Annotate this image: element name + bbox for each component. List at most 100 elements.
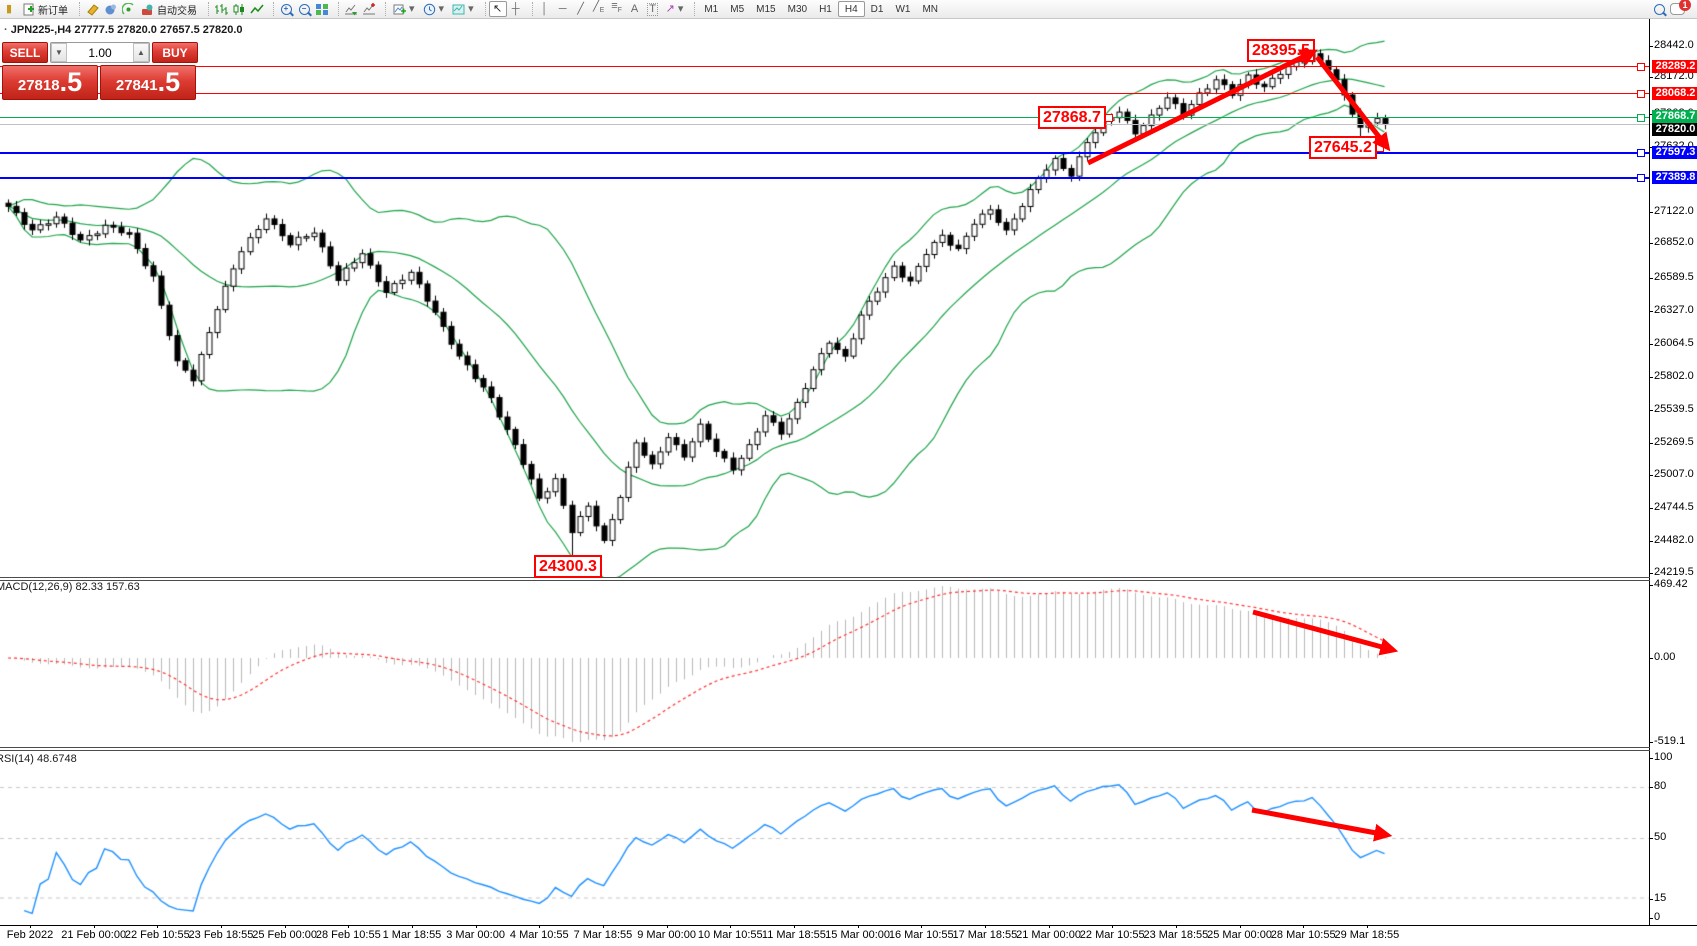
trendline-button[interactable]: ╱	[572, 1, 590, 17]
time-axis-line[interactable]	[0, 925, 1697, 926]
timeline-label[interactable]: 21 Feb 00:00	[61, 929, 127, 941]
timeline-label[interactable]: Feb 2022	[6, 929, 54, 941]
auto-scroll-button[interactable]	[342, 1, 360, 17]
price-axis-line[interactable]	[1649, 18, 1650, 925]
search-button[interactable]	[1650, 1, 1668, 17]
line-chart-button[interactable]	[248, 1, 266, 17]
sell-button[interactable]: SELL	[2, 42, 48, 63]
timeframe-m30[interactable]: M30	[787, 3, 808, 15]
timeline-label[interactable]: 1 Mar 18:55	[382, 929, 442, 941]
bar-chart-button[interactable]	[212, 1, 230, 17]
timeline-label[interactable]: 25 Feb 00:00	[252, 929, 318, 941]
timeframe-m15[interactable]: M15	[756, 3, 776, 15]
timeframe-d1[interactable]: D1	[870, 3, 884, 15]
timeline-label[interactable]: 16 Mar 10:55	[888, 929, 954, 941]
hline-button[interactable]: ─	[554, 1, 572, 17]
shapes-dropdown[interactable]: ↗ ▾	[662, 1, 688, 17]
hline-object[interactable]	[0, 93, 1649, 94]
macd-panel-canvas[interactable]	[0, 581, 1649, 747]
timeline-label[interactable]: 23 Feb 18:55	[188, 929, 254, 941]
hline-end-marker[interactable]	[1637, 114, 1645, 122]
label-button[interactable]: T	[644, 1, 662, 17]
timeline-label[interactable]: 22 Mar 10:55	[1079, 929, 1145, 941]
buy-button[interactable]: BUY	[152, 42, 198, 63]
timeframe-h4[interactable]: H4	[837, 1, 865, 17]
styler-button[interactable]	[83, 1, 101, 17]
signals-button[interactable]	[119, 1, 137, 17]
partial-icon: ▮	[5, 2, 13, 15]
indicators-dropdown[interactable]: ▾	[389, 1, 419, 17]
macd-splitter[interactable]	[0, 580, 1650, 581]
autotrade-button[interactable]: 自动交易	[137, 1, 201, 17]
timeline-label[interactable]: 15 Mar 00:00	[825, 929, 890, 941]
main-chart-canvas[interactable]	[0, 18, 1649, 577]
clipped-toolbar-icon[interactable]: ▮	[0, 1, 18, 17]
market-icon	[142, 4, 153, 15]
timeframe-w1[interactable]: W1	[895, 3, 911, 15]
timeline-tick	[1175, 925, 1177, 928]
hline-end-marker[interactable]	[1637, 149, 1645, 157]
timeline-label[interactable]: 28 Feb 10:55	[315, 929, 381, 941]
hline-object[interactable]	[0, 152, 1649, 154]
rsi-splitter[interactable]	[0, 747, 1650, 748]
price-annotation[interactable]: 24300.3	[534, 555, 602, 578]
hline-end-marker[interactable]	[1637, 174, 1645, 182]
auto-scroll-icon	[345, 4, 357, 15]
price-annotation[interactable]: 27868.7	[1038, 106, 1113, 129]
timeline-label[interactable]: 17 Mar 18:55	[952, 929, 1018, 941]
hline-object[interactable]	[0, 124, 1649, 125]
macd-splitter[interactable]	[0, 577, 1650, 578]
timeframe-m5[interactable]: M5	[730, 3, 745, 15]
crosshair-button[interactable]: ┼	[507, 1, 525, 17]
fibonacci-button[interactable]: ≡F	[608, 1, 626, 17]
cursor-button[interactable]: ↖	[488, 1, 507, 17]
notification-badge: 1	[1679, 0, 1691, 11]
sell-price-panel[interactable]: 27818.5	[2, 65, 98, 100]
timeline-label[interactable]: 29 Mar 18:55	[1334, 929, 1400, 941]
community-button[interactable]	[101, 1, 119, 17]
price-annotation[interactable]: 27645.2	[1309, 136, 1384, 159]
timeframe-m1[interactable]: M1	[704, 3, 719, 15]
hline-end-marker[interactable]	[1637, 63, 1645, 71]
timeline-label[interactable]: 25 Mar 00:00	[1207, 929, 1272, 941]
timeline-label[interactable]: 7 Mar 18:55	[573, 929, 633, 941]
rsi-splitter[interactable]	[0, 750, 1650, 751]
zoom-in-button[interactable]: +	[277, 1, 295, 17]
timeframe-h1[interactable]: H1	[819, 3, 832, 15]
timeline-label[interactable]: 28 Mar 10:55	[1270, 929, 1336, 941]
timeline-label[interactable]: 21 Mar 00:00	[1016, 929, 1081, 941]
hline-object[interactable]	[0, 117, 1649, 118]
zoom-out-button[interactable]: −	[295, 1, 313, 17]
buy-price-panel[interactable]: 27841.5	[100, 65, 196, 100]
price-annotation[interactable]: 28395.5	[1247, 39, 1315, 62]
vline-button[interactable]: │	[536, 1, 554, 17]
candlestick-button[interactable]	[230, 1, 248, 17]
price-tick-label: 26064.5	[1654, 337, 1694, 349]
templates-dropdown[interactable]: ▾	[448, 1, 478, 17]
volume-input[interactable]	[67, 43, 133, 62]
hline-object[interactable]	[0, 177, 1649, 179]
text-button[interactable]: A	[626, 1, 644, 17]
chart-shift-button[interactable]	[360, 1, 378, 17]
timeline-label[interactable]: 22 Feb 10:55	[124, 929, 190, 941]
new-order-button[interactable]: 新订单	[18, 1, 72, 17]
timeline-label[interactable]: 23 Mar 18:55	[1143, 929, 1209, 941]
timeline-label[interactable]: 11 Mar 18:55	[761, 929, 826, 941]
rsi-panel-canvas[interactable]	[0, 751, 1649, 925]
timeline-label[interactable]: 9 Mar 00:00	[637, 929, 696, 941]
volume-down-button[interactable]: ▼	[51, 43, 67, 62]
chat-button[interactable]: 1	[1668, 0, 1691, 17]
periods-dropdown[interactable]: ▾	[419, 1, 449, 17]
annotation-marker	[1104, 113, 1113, 122]
channel-button[interactable]: ╱E	[590, 1, 608, 17]
volume-up-button[interactable]: ▲	[133, 43, 149, 62]
hline-object[interactable]	[0, 66, 1649, 67]
price-tick-mark	[1649, 278, 1653, 279]
price-tick-mark	[1649, 475, 1653, 476]
timeline-label[interactable]: 3 Mar 00:00	[446, 929, 505, 941]
timeline-label[interactable]: 4 Mar 10:55	[509, 929, 569, 941]
timeframe-mn[interactable]: MN	[922, 3, 939, 15]
hline-end-marker[interactable]	[1637, 90, 1645, 98]
timeline-label[interactable]: 10 Mar 10:55	[697, 929, 763, 941]
tile-windows-button[interactable]	[313, 1, 331, 17]
